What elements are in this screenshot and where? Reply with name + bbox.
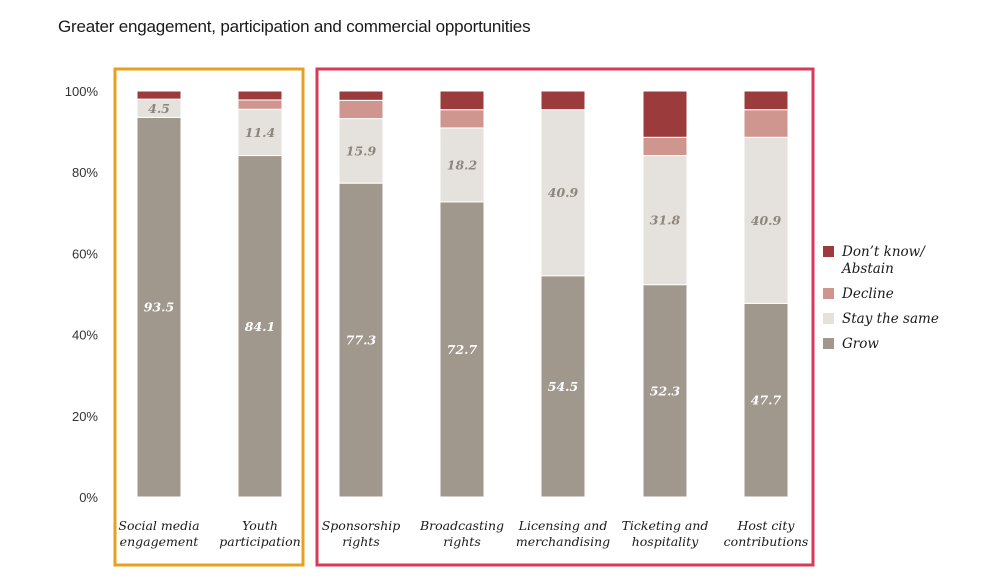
legend-swatch	[823, 288, 834, 299]
x-tick-label: Ticketing and hospitality	[622, 518, 709, 549]
data-label: 4.5	[148, 101, 170, 116]
x-tick-label: Sponsorship rights	[322, 518, 401, 549]
bar-segment-don-t-know-abstain	[642, 90, 688, 138]
bar-segment-decline	[642, 136, 688, 157]
y-tick-label: 0%	[79, 490, 98, 505]
bar-segment-grow	[439, 201, 485, 498]
y-tick-label: 60%	[72, 246, 98, 261]
legend-entry: Decline	[841, 286, 894, 302]
bar-segment-don-t-know-abstain	[136, 90, 182, 100]
data-label: 77.3	[346, 333, 377, 348]
bar-segment-grow	[743, 302, 789, 498]
legend-swatch	[823, 338, 834, 349]
data-label: 84.1	[245, 319, 275, 334]
bar-segment-stay-the-same	[743, 136, 789, 304]
legend-entry: Grow	[842, 336, 879, 352]
x-tick-label: Host city contributions	[724, 518, 809, 549]
data-label: 40.9	[548, 185, 579, 200]
bar-segment-grow	[338, 182, 384, 498]
bar-segment-stay-the-same	[338, 118, 384, 184]
group-box-engagement-participation	[113, 67, 305, 567]
bar-segment-grow	[642, 284, 688, 498]
bar-segment-don-t-know-abstain	[237, 90, 283, 101]
bar-segment-stay-the-same	[237, 108, 283, 157]
legend-swatch	[823, 313, 834, 324]
bar-segment-don-t-know-abstain	[439, 90, 485, 111]
bar-segment-don-t-know-abstain	[540, 90, 586, 111]
bar-segment-grow	[540, 275, 586, 498]
data-label: 93.5	[144, 300, 174, 315]
bar-segment-grow	[136, 116, 182, 498]
x-tick-label: Youth participation	[219, 518, 301, 549]
bar-segment-stay-the-same	[642, 155, 688, 286]
data-label: 18.2	[447, 157, 478, 172]
data-label: 15.9	[346, 143, 377, 158]
data-label: 40.9	[751, 213, 782, 228]
data-label: 54.5	[548, 379, 578, 394]
bar-segment-don-t-know-abstain	[338, 90, 384, 101]
data-label: 31.8	[650, 213, 681, 228]
data-label: 72.7	[447, 342, 478, 357]
y-tick-label: 40%	[72, 328, 98, 343]
y-tick-label: 80%	[72, 165, 98, 180]
legend-entry: Don’t know/Abstain	[840, 244, 926, 277]
legend-entry: Stay the same	[842, 311, 939, 327]
x-tick-label: Broadcasting rights	[419, 518, 504, 549]
data-label: 47.7	[751, 393, 782, 408]
bar-segment-don-t-know-abstain	[743, 90, 789, 111]
y-tick-label: 100%	[65, 84, 99, 99]
x-tick-label: Licensing and merchandising	[516, 518, 610, 549]
bar-segment-stay-the-same	[439, 127, 485, 203]
legend-swatch	[823, 246, 834, 257]
y-tick-label: 20%	[72, 409, 98, 424]
group-box-commercial	[315, 67, 815, 567]
bar-segment-decline	[439, 109, 485, 129]
bar-segment-grow	[237, 155, 283, 498]
bar-segment-decline	[743, 109, 789, 138]
chart-title: Greater engagement, participation and co…	[58, 17, 531, 36]
bar-segment-decline	[237, 99, 283, 110]
bar-segment-decline	[338, 99, 384, 120]
data-label: 52.3	[650, 383, 681, 398]
data-label: 11.4	[245, 125, 275, 140]
x-tick-label: Social media engagement	[118, 518, 199, 549]
